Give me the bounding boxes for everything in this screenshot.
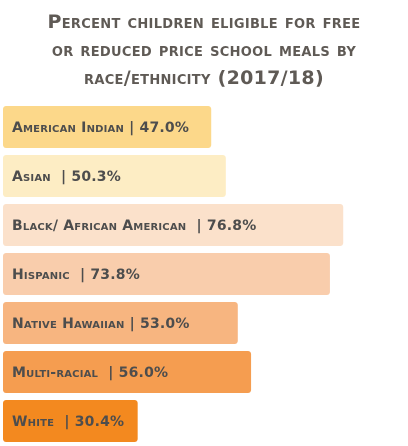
- bar: [3, 106, 212, 148]
- chart-title-line-2: or reduced price school meals by: [52, 39, 357, 61]
- bar-label: Hispanic | 73.8%: [12, 267, 140, 283]
- bar: [3, 400, 138, 442]
- chart-title-line-3: race/ethnicity (2017/18): [84, 67, 324, 89]
- bar-label: Asian | 50.3%: [12, 169, 121, 185]
- bar: [3, 204, 344, 246]
- bar-label: Native Hawaiian | 53.0%: [12, 316, 190, 332]
- bar-label: Black/ African American | 76.8%: [12, 218, 256, 234]
- chart-title-line-1: Percent children eligible for free: [48, 11, 361, 33]
- bar: [3, 302, 238, 344]
- bar-group: American Indian | 47.0% Asian | 50.3% Blac…: [3, 106, 344, 442]
- bar-label: Multi-racial | 56.0%: [12, 365, 168, 381]
- bar-label: American Indian | 47.0%: [12, 120, 189, 136]
- bar: [3, 253, 330, 295]
- chart-title: Percent children eligible for free or re…: [48, 11, 361, 89]
- bar: [3, 155, 226, 197]
- bar: [3, 351, 252, 393]
- bar-label: White | 30.4%: [12, 414, 124, 430]
